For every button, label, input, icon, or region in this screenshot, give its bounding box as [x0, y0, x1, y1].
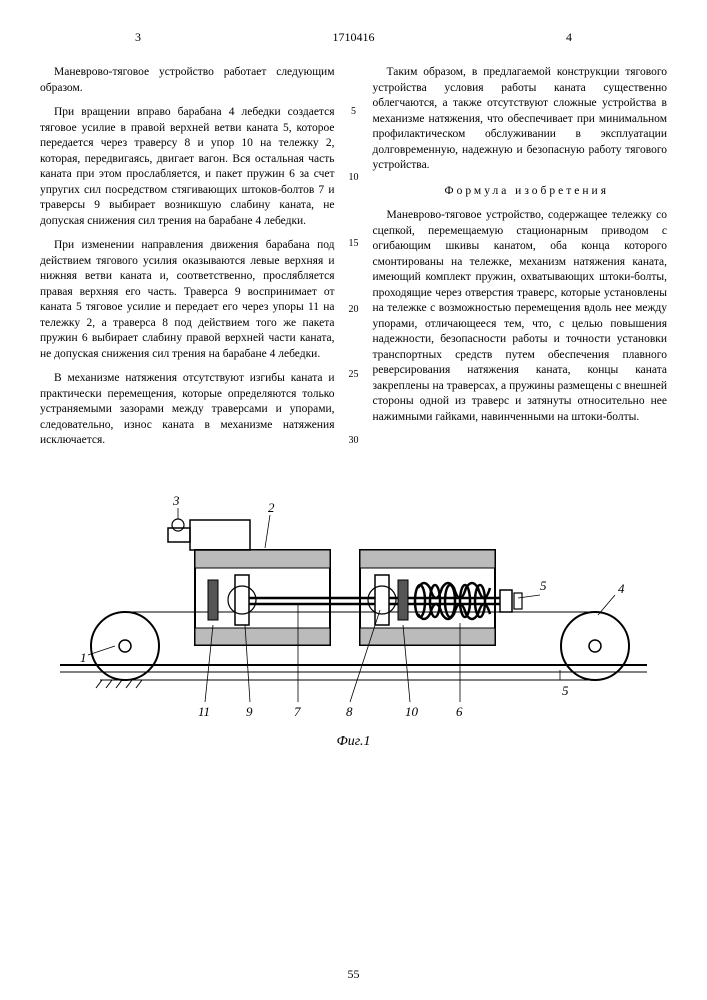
page-number-right: 4	[566, 30, 572, 45]
callout: 8	[346, 704, 353, 719]
document-id: 1710416	[141, 30, 566, 45]
text-columns: Маневрово-тяговое устройство работает сл…	[40, 65, 667, 458]
line-marker: 10	[345, 171, 363, 185]
paragraph: При вращении вправо барабана 4 лебедки с…	[40, 105, 335, 229]
header: 3 1710416 4	[40, 30, 667, 45]
callout: 7	[294, 704, 301, 719]
left-column: Маневрово-тяговое устройство работает сл…	[40, 65, 335, 458]
paragraph: Маневрово-тяговое устройство работает сл…	[40, 65, 335, 96]
callout: 4	[618, 581, 625, 596]
line-marker: 20	[345, 303, 363, 317]
line-marker: 5	[345, 105, 363, 119]
figure-1: 1 2 3 4 5 5 6 7 8 9 10 11 Фиг.1	[40, 480, 667, 750]
formula-title: Формула изобретения	[373, 184, 668, 200]
callout: 11	[198, 704, 210, 719]
technical-drawing: 1 2 3 4 5 5 6 7 8 9 10 11	[40, 480, 667, 725]
paragraph: Маневрово-тяговое устройство, содержащее…	[373, 208, 668, 425]
line-number-gutter: 5 10 15 20 25 30	[345, 65, 363, 458]
paragraph: Таким образом, в предлагаемой конструкци…	[373, 65, 668, 174]
line-marker: 15	[345, 237, 363, 251]
line-marker: 25	[345, 368, 363, 382]
callout: 5	[562, 683, 569, 698]
paragraph: В механизме натяжения отсутствуют изгибы…	[40, 371, 335, 449]
footer-page-number: 55	[0, 967, 707, 982]
paragraph: При изменении направления движения бараб…	[40, 238, 335, 362]
callout: 9	[246, 704, 253, 719]
line-marker: 30	[345, 434, 363, 448]
callout: 1	[80, 650, 87, 665]
figure-label: Фиг.1	[40, 734, 667, 750]
callout: 2	[268, 500, 275, 515]
callout: 5	[540, 578, 547, 593]
right-column: Таким образом, в предлагаемой конструкци…	[373, 65, 668, 458]
callout: 6	[456, 704, 463, 719]
callout: 3	[172, 493, 180, 508]
callout: 10	[405, 704, 419, 719]
